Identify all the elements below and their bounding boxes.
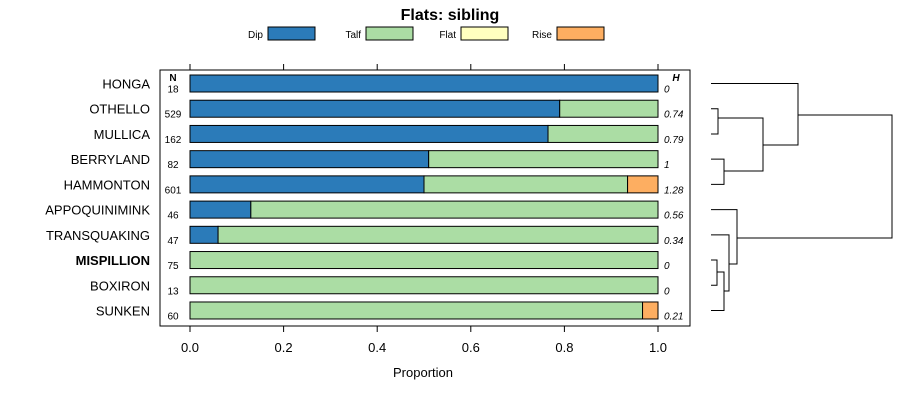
bar-segment-talf — [559, 99, 659, 118]
legend-label-rise: Rise — [532, 30, 552, 41]
dendrogram-branch — [711, 209, 738, 265]
n-column-header: N — [169, 73, 176, 84]
legend-swatch-dip — [267, 26, 316, 41]
h-value: 0.56 — [664, 211, 684, 222]
row-mispillion: MISPILLION 75 0 — [76, 251, 670, 272]
row-hammonton: HAMMONTON 601 1.28 — [64, 175, 684, 196]
bar-segment-dip — [189, 200, 252, 219]
bar-segment-dip — [189, 74, 659, 93]
x-axis: 0.0 0.2 0.4 0.6 0.8 1.0 — [181, 64, 667, 355]
dendrogram-branch — [711, 234, 730, 292]
n-value: 601 — [165, 185, 182, 196]
row-label: MULLICA — [94, 127, 151, 142]
h-value: 1 — [664, 160, 670, 171]
h-value: 0.34 — [664, 236, 684, 247]
row-label: OTHELLO — [89, 102, 150, 117]
bar-segment-talf — [189, 276, 659, 295]
bar-rows: HONGA 18 0 OTHELLO 529 0.74 MULLICA 162 0.79 BERR… — [45, 74, 684, 322]
bar-segment-rise — [642, 301, 659, 320]
row-label: SUNKEN — [96, 303, 150, 318]
x-tick-label: 0.2 — [275, 340, 293, 355]
n-value: 46 — [167, 211, 179, 222]
row-label: HONGA — [102, 77, 150, 92]
x-axis-label: Proportion — [393, 365, 453, 380]
dendrogram-branch — [718, 117, 764, 172]
bar-segment-talf — [428, 150, 659, 169]
row-label: BERRYLAND — [71, 152, 150, 167]
h-value: 0.21 — [664, 311, 683, 322]
dendrogram-branch — [711, 158, 725, 185]
row-berryland: BERRYLAND 82 1 — [71, 150, 670, 171]
h-column-header: H — [672, 73, 680, 84]
bar-segment-talf — [217, 225, 659, 244]
row-appoquinimink: APPOQUINIMINK 46 0.56 — [45, 200, 684, 222]
h-value: 0.74 — [664, 110, 684, 121]
bar-segment-talf — [189, 251, 659, 270]
dendrogram-branch — [737, 114, 893, 239]
row-mullica: MULLICA 162 0.79 — [94, 124, 684, 146]
row-label: APPOQUINIMINK — [45, 203, 150, 218]
bar-segment-dip — [189, 225, 219, 244]
row-honga: HONGA 18 0 — [102, 74, 670, 96]
h-value: 0 — [664, 286, 670, 297]
bar-segment-dip — [189, 124, 549, 143]
plot-frame — [159, 69, 691, 327]
x-tick-label: 0.4 — [368, 340, 386, 355]
row-label: HAMMONTON — [64, 177, 150, 192]
row-boxiron: BOXIRON 13 0 — [90, 276, 670, 297]
h-value: 0 — [664, 261, 670, 272]
n-value: 60 — [167, 311, 179, 322]
n-value: 75 — [167, 261, 179, 272]
h-value: 1.28 — [664, 185, 684, 196]
bar-segment-talf — [250, 200, 659, 219]
x-tick-label: 0.6 — [462, 340, 480, 355]
legend-label-dip: Dip — [248, 30, 263, 41]
n-value: 529 — [165, 110, 182, 121]
legend-label-talf: Talf — [345, 30, 361, 41]
row-othello: OTHELLO 529 0.74 — [89, 99, 684, 121]
dendrogram-branch — [711, 259, 718, 286]
h-value: 0 — [664, 85, 670, 96]
bar-segment-dip — [189, 99, 561, 118]
legend-swatch-rise — [556, 26, 605, 41]
dendrogram-branch — [711, 83, 799, 146]
legend-label-flat: Flat — [439, 30, 456, 41]
row-label: TRANSQUAKING — [46, 228, 150, 243]
dendrogram — [711, 83, 893, 311]
row-label: BOXIRON — [90, 278, 150, 293]
n-value: 82 — [167, 160, 179, 171]
row-label: MISPILLION — [76, 253, 150, 268]
n-value: 47 — [167, 236, 179, 247]
legend-swatch-flat — [460, 26, 509, 41]
x-tick-label: 0.0 — [181, 340, 199, 355]
bar-segment-talf — [547, 124, 659, 143]
bar-segment-talf — [189, 301, 644, 320]
n-value: 18 — [167, 85, 179, 96]
legend: Dip Talf Flat Rise — [248, 26, 605, 41]
bar-segment-dip — [189, 150, 430, 169]
row-sunken: SUNKEN 60 0.21 — [96, 301, 683, 322]
x-tick-label: 0.8 — [555, 340, 573, 355]
dendrogram-branch — [711, 108, 719, 135]
bar-segment-rise — [627, 175, 659, 194]
row-transquaking: TRANSQUAKING 47 0.34 — [46, 225, 684, 247]
bar-segment-talf — [423, 175, 629, 194]
n-value: 162 — [165, 135, 182, 146]
bar-segment-dip — [189, 175, 425, 194]
h-value: 0.79 — [664, 135, 684, 146]
legend-swatch-talf — [365, 26, 414, 41]
n-value: 13 — [167, 286, 179, 297]
x-tick-label: 1.0 — [649, 340, 667, 355]
chart-title: Flats: sibling — [401, 7, 500, 24]
